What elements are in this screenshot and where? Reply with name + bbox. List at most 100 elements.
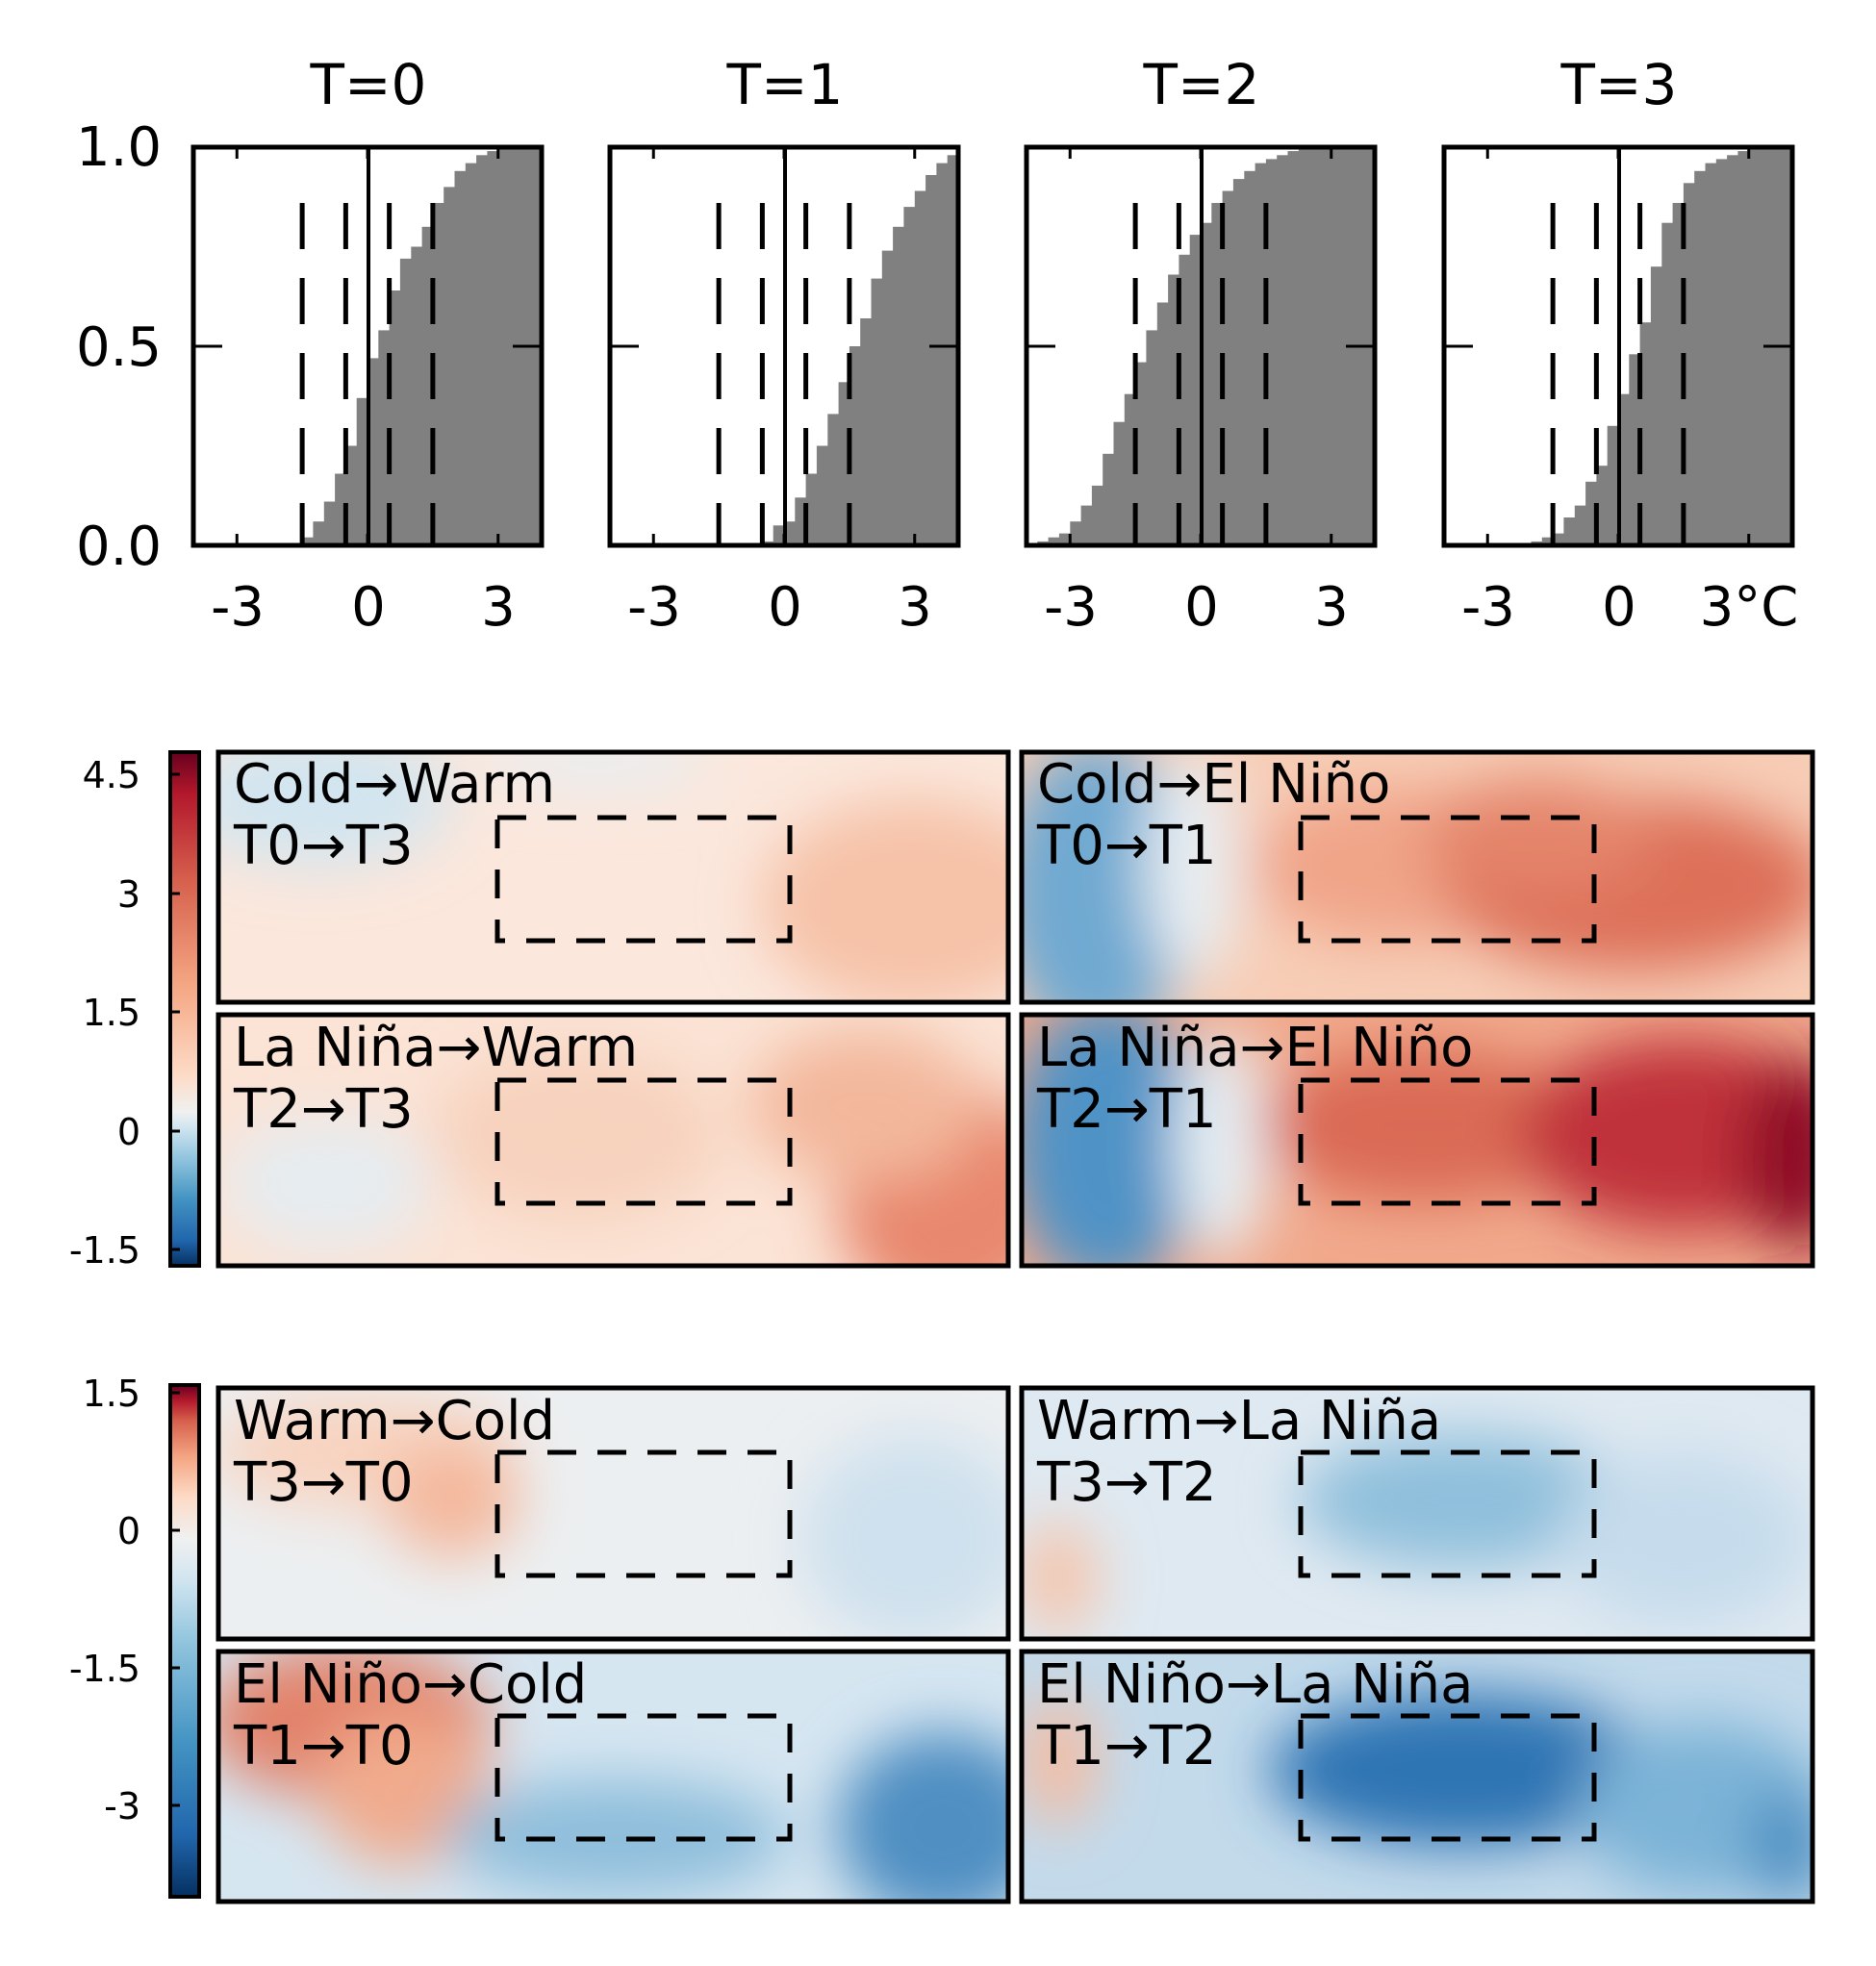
hist-panel-0: T=0 -3 0 3 — [190, 52, 545, 639]
hist-bar — [323, 501, 336, 545]
hist-bar — [1058, 533, 1071, 545]
hist-bar — [816, 445, 828, 545]
hist-bar — [1189, 235, 1202, 545]
contour-field — [218, 1388, 1008, 1639]
hist-bar — [1265, 159, 1278, 545]
target-region-box — [494, 1077, 793, 1206]
colorbar — [168, 750, 201, 1268]
hist-bar — [1541, 537, 1554, 545]
hist-panel-1: T=1 -3 0 3 — [607, 52, 961, 639]
panel-label-transition: El Niño→Cold — [234, 1653, 587, 1716]
colorbar-tick-label: 4.5 — [83, 754, 140, 796]
hist-bar — [1320, 147, 1332, 545]
hist-bar — [1070, 521, 1082, 545]
y-ticks — [1444, 145, 1792, 547]
hist-panel-3: T=3 -3 0 3°C — [1441, 52, 1799, 639]
contour-field — [218, 752, 1008, 1002]
hist-bar — [411, 246, 423, 545]
hist-bar — [389, 290, 401, 545]
contour-field — [218, 1651, 1008, 1902]
histogram-panels: T=0 -3 0 3 T=1 -3 0 3 T=2 — [76, 52, 1798, 639]
map-panel-lanina-elnino: La Niña→El Niño T2→T1 — [1019, 1012, 1815, 1269]
hist-bar — [936, 163, 949, 545]
hist-bar — [465, 163, 477, 545]
x-ticks — [1485, 147, 1751, 545]
hist-bar — [773, 525, 785, 545]
map-panel-cold-elnino: Cold→El Niño T0→T1 — [1019, 749, 1815, 1005]
panel-label-transition: La Niña→Warm — [234, 1017, 638, 1079]
hist-bar — [1222, 190, 1234, 545]
hist-bar — [454, 170, 467, 546]
dashed-thresholds — [1550, 203, 1686, 545]
x-tick-label: 3 — [481, 576, 516, 639]
hist-bar — [795, 497, 807, 545]
hist-title: T=1 — [726, 52, 844, 117]
hist-bar — [1748, 147, 1761, 545]
hist-bar — [1694, 170, 1707, 546]
map-frame — [1019, 1649, 1815, 1904]
hist-bar — [1080, 505, 1093, 545]
contour-field — [218, 1015, 1008, 1266]
hist-bars — [1531, 147, 1793, 546]
dashed-thresholds — [716, 203, 852, 545]
hist-bar — [871, 278, 883, 545]
hist-title: T=3 — [1560, 52, 1678, 117]
target-region-box — [494, 815, 793, 944]
hist-bar — [1661, 222, 1674, 545]
hist-title: T=0 — [310, 52, 427, 117]
target-region-box — [1298, 1713, 1597, 1842]
hist-bar — [1574, 505, 1586, 545]
hist-bar — [487, 151, 499, 545]
hist-bar — [1727, 155, 1738, 546]
panel-label-period: T1→T0 — [233, 1715, 414, 1777]
hist-bar — [1179, 254, 1191, 545]
hist-bars — [1037, 147, 1376, 546]
x-tick-label: -3 — [1461, 576, 1515, 639]
panel-label-period: T3→T0 — [233, 1451, 414, 1514]
hist-bar — [378, 330, 391, 545]
hist-bar — [1650, 266, 1662, 545]
hist-bar — [1277, 155, 1289, 546]
hist-bar — [302, 537, 314, 545]
hist-bar — [1683, 183, 1695, 546]
colorbar-ticks — [170, 772, 180, 1251]
hist-bar — [1135, 362, 1147, 545]
hist-bar — [827, 414, 840, 545]
hist-bar — [860, 318, 873, 545]
colorbar-tick-label: 1.5 — [83, 1373, 140, 1415]
panel-label-transition: Warm→Cold — [234, 1390, 555, 1452]
panel-label-transition: Warm→La Niña — [1037, 1390, 1441, 1452]
map-panel-elnino-lanina: El Niño→La Niña T1→T2 — [1019, 1649, 1815, 1904]
panel-label-period: T0→T1 — [1036, 815, 1217, 877]
contour-field — [1022, 1388, 1813, 1639]
contour-field — [1022, 752, 1813, 1002]
hist-bar — [838, 382, 850, 545]
hist-bar — [1553, 533, 1564, 545]
hist-bar — [1244, 170, 1256, 546]
contour-field — [1022, 1651, 1813, 1902]
map-frame — [1019, 749, 1815, 1005]
hist-bar — [1146, 330, 1158, 545]
hist-bar — [914, 190, 926, 545]
hist-bar — [903, 207, 916, 545]
dashed-thresholds — [299, 203, 436, 545]
panel-label-period: T2→T3 — [233, 1078, 414, 1141]
hist-bar — [1255, 163, 1267, 545]
map-frame — [215, 1649, 1011, 1904]
map-frame — [1019, 1012, 1815, 1269]
hist-bar — [368, 358, 379, 545]
x-tick-label: 3°C — [1700, 576, 1799, 639]
y-ticks — [1027, 145, 1375, 547]
hist-bar — [1287, 151, 1300, 545]
hist-bar — [335, 473, 346, 545]
x-tick-label: 3 — [898, 576, 932, 639]
panel-label-transition: Cold→El Niño — [1037, 753, 1390, 816]
hist-bar — [1103, 453, 1115, 545]
hist-bar — [1124, 393, 1136, 545]
y-ticks — [193, 145, 542, 547]
hist-bar — [356, 397, 368, 545]
hist-bar — [1309, 147, 1321, 545]
hist-bar — [476, 155, 488, 546]
target-region-box — [1298, 815, 1597, 944]
